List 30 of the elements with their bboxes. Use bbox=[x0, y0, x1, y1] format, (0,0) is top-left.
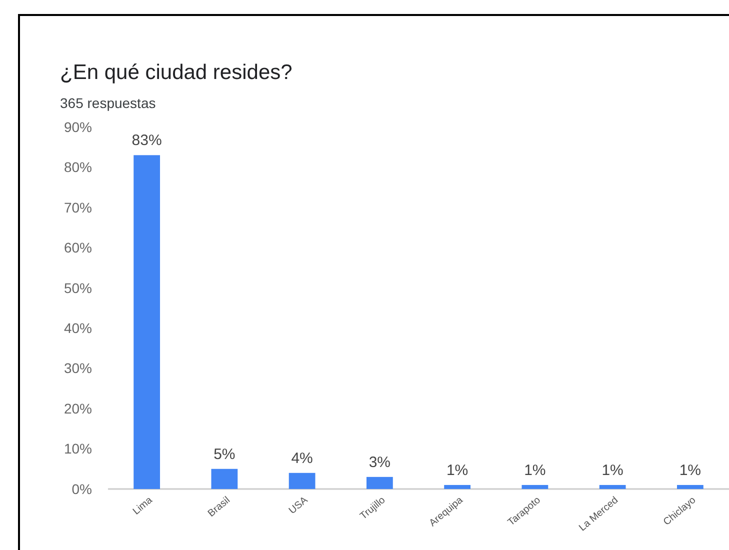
y-tick-label: 0% bbox=[72, 480, 92, 497]
y-tick-label: 80% bbox=[64, 159, 92, 176]
y-tick-label: 60% bbox=[64, 240, 92, 256]
y-tick-label: 40% bbox=[64, 320, 92, 336]
data-label: 1% bbox=[524, 462, 546, 479]
bar bbox=[522, 484, 548, 489]
chart-title: ¿En qué ciudad resides? bbox=[60, 61, 292, 84]
y-tick-label: 20% bbox=[64, 400, 92, 416]
x-tick-label: Lima bbox=[131, 494, 156, 518]
data-label: 1% bbox=[602, 462, 624, 479]
y-tick-label: 30% bbox=[64, 360, 92, 376]
chart-subtitle: 365 respuestas bbox=[60, 95, 156, 111]
y-tick-label: 50% bbox=[64, 280, 92, 296]
bar bbox=[444, 484, 471, 489]
data-label: 1% bbox=[446, 462, 468, 479]
data-label: 3% bbox=[368, 454, 391, 471]
bar bbox=[599, 484, 626, 489]
bar bbox=[366, 476, 393, 489]
bar bbox=[211, 468, 238, 489]
data-label: 5% bbox=[214, 446, 236, 463]
y-tick-label: 70% bbox=[64, 199, 92, 216]
bar bbox=[134, 155, 160, 489]
y-tick-label: 90% bbox=[64, 118, 92, 135]
x-tick-label: USA bbox=[287, 494, 310, 517]
data-label: 1% bbox=[679, 462, 702, 479]
data-label: 4% bbox=[291, 450, 313, 467]
bar bbox=[288, 472, 316, 489]
data-label: 83% bbox=[132, 132, 162, 150]
y-tick-label: 10% bbox=[64, 440, 92, 457]
bar bbox=[676, 484, 704, 489]
